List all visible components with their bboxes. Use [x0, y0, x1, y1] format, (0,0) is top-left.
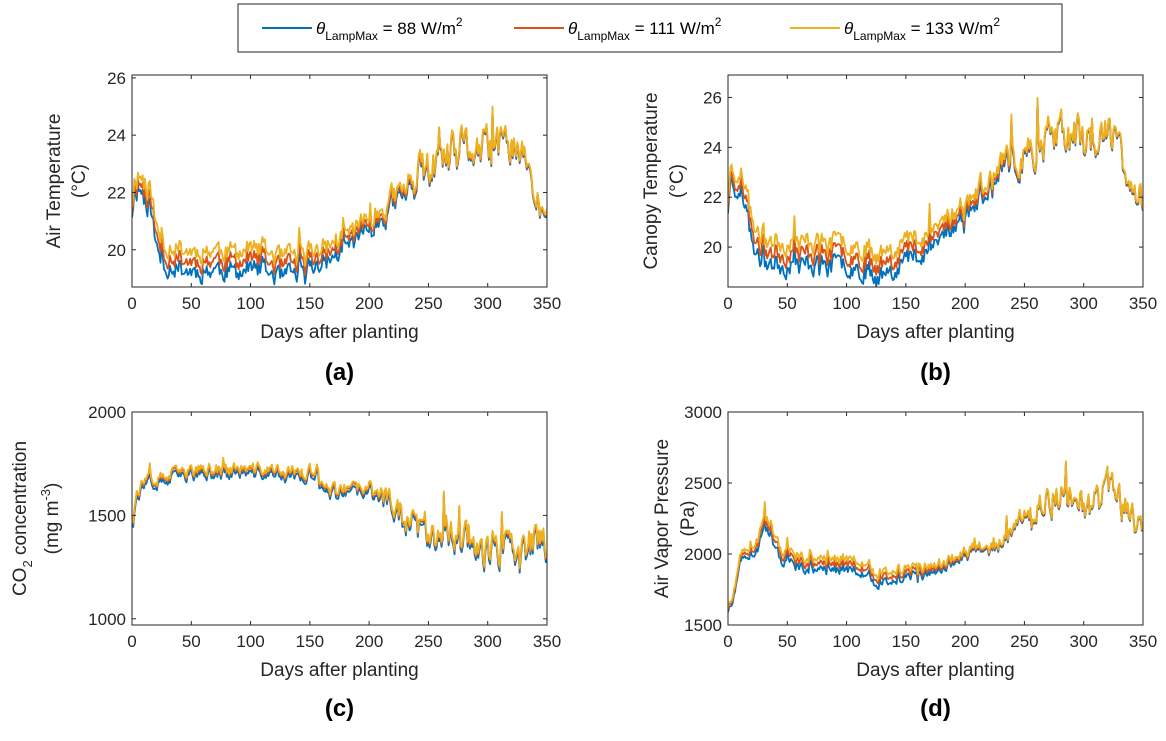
x-tick-label: 350 — [1129, 632, 1157, 651]
x-tick-label: 350 — [533, 632, 561, 651]
x-tick-label: 0 — [127, 294, 136, 313]
x-tick-label: 50 — [182, 294, 201, 313]
series-line-133 — [132, 105, 547, 267]
y-axis-label: (Pa) — [678, 501, 699, 537]
x-tick-label: 150 — [892, 294, 920, 313]
x-tick-label: 300 — [474, 632, 502, 651]
x-tick-label: 200 — [355, 294, 383, 313]
y-axis-label: (°C) — [69, 164, 90, 198]
y-tick-label: 2500 — [684, 474, 722, 493]
x-tick-label: 300 — [474, 294, 502, 313]
x-tick-label: 50 — [182, 632, 201, 651]
series-line-133 — [132, 456, 547, 569]
y-tick-label: 2000 — [684, 545, 722, 564]
x-tick-label: 250 — [1010, 632, 1038, 651]
legend-box — [237, 3, 1063, 53]
chart-panel-d: 0 50 100 150 200 250 300 350 1500 2000 2500 3000 Day… — [652, 403, 1157, 722]
y-axis-label: (°C) — [667, 164, 688, 198]
series-line-133 — [728, 460, 1143, 609]
y-axis-label: Canopy Temperature — [641, 92, 662, 269]
x-tick-label: 50 — [778, 632, 797, 651]
x-tick-label: 100 — [832, 632, 860, 651]
y-tick-label: 26 — [703, 88, 722, 107]
x-axis-label: Days after planting — [260, 660, 418, 681]
y-tick-label: 3000 — [684, 403, 722, 422]
x-axis-label: Days after planting — [260, 322, 418, 343]
x-tick-label: 200 — [951, 294, 979, 313]
y-axis-label: Air Temperature — [44, 114, 65, 249]
y-axis-label: Air Vapor Pressure — [652, 439, 673, 598]
x-tick-label: 150 — [296, 294, 324, 313]
x-tick-label: 300 — [1070, 632, 1098, 651]
y-tick-label: 24 — [107, 126, 126, 145]
y-tick-label: 24 — [703, 138, 722, 157]
x-tick-label: 0 — [127, 632, 136, 651]
legend-label-133: θLampMax = 133 W/m2 — [844, 15, 1000, 43]
panel-label: (a) — [325, 359, 354, 386]
x-tick-label: 200 — [355, 632, 383, 651]
series-line-111 — [728, 461, 1143, 611]
y-tick-label: 22 — [703, 188, 722, 207]
y-tick-label: 22 — [107, 183, 126, 202]
x-tick-label: 350 — [533, 294, 561, 313]
x-axis-label: Days after planting — [856, 660, 1014, 681]
x-tick-label: 250 — [414, 632, 442, 651]
x-tick-label: 50 — [778, 294, 797, 313]
x-tick-label: 250 — [1010, 294, 1038, 313]
x-tick-label: 350 — [1129, 294, 1157, 313]
legend-label-111: θLampMax = 111 W/m2 — [568, 15, 722, 43]
x-tick-label: 250 — [414, 294, 442, 313]
x-tick-label: 100 — [236, 294, 264, 313]
x-tick-label: 200 — [951, 632, 979, 651]
axes-box — [727, 74, 1144, 288]
x-tick-label: 150 — [892, 632, 920, 651]
y-tick-label: 26 — [107, 69, 126, 88]
y-tick-label: 20 — [703, 238, 722, 257]
axes-box — [131, 74, 548, 288]
chart-panel-c: 0 50 100 150 200 250 300 350 1000 1500 2000 Days af… — [10, 403, 561, 722]
y-tick-label: 20 — [107, 241, 126, 260]
y-tick-label: 1500 — [684, 616, 722, 635]
y-tick-label: 1500 — [88, 506, 126, 525]
series-line-133 — [728, 97, 1143, 265]
y-axis-label: CO2 concentration — [10, 441, 35, 596]
x-tick-label: 100 — [832, 294, 860, 313]
axes-box — [727, 411, 1144, 626]
x-tick-label: 0 — [723, 632, 732, 651]
x-tick-label: 150 — [296, 632, 324, 651]
legend-label-88: θLampMax = 88 W/m2 — [316, 15, 463, 43]
x-axis-label: Days after planting — [856, 322, 1014, 343]
panel-label: (d) — [920, 695, 951, 722]
panel-label: (b) — [920, 359, 951, 386]
y-tick-label: 1000 — [88, 610, 126, 629]
series-line-88 — [728, 462, 1143, 613]
legend: θLampMax = 88 W/m2 θLampMax = 111 W/m2 θ… — [237, 3, 1063, 53]
chart-panel-b: 0 50 100 150 200 250 300 350 20 22 24 26 Days after … — [641, 74, 1157, 386]
x-tick-label: 100 — [236, 632, 264, 651]
chart-panel-a: 0 50 100 150 200 250 300 350 20 22 24 26 Days after … — [44, 69, 561, 386]
panel-label: (c) — [325, 695, 354, 722]
x-tick-label: 0 — [723, 294, 732, 313]
y-axis-label: (mg m-3) — [38, 483, 63, 555]
axes-box — [131, 411, 548, 626]
x-tick-label: 300 — [1070, 294, 1098, 313]
y-tick-label: 2000 — [88, 403, 126, 422]
